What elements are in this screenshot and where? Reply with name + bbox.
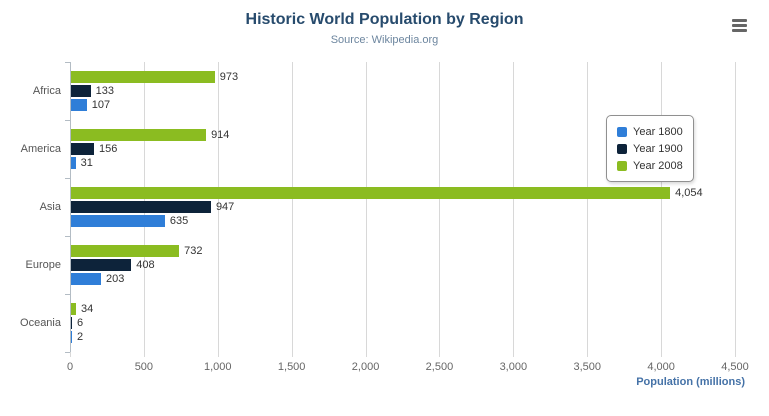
legend-item-label: Year 2008 (633, 159, 683, 172)
x-axis-tick-label: 1,000 (204, 361, 232, 373)
axis-tick (65, 120, 70, 121)
bar-value-label: 31 (80, 157, 93, 169)
legend-item[interactable]: Year 1800 (617, 123, 683, 140)
bar-value-label: 635 (169, 215, 189, 227)
bar-value-label: 408 (136, 259, 155, 271)
gridline (217, 62, 219, 357)
bar-value-label: 2 (77, 331, 84, 343)
gridline (661, 62, 663, 357)
x-axis-tick-label: 3,500 (573, 361, 601, 373)
hamburger-icon (729, 18, 749, 32)
category-label: Asia (39, 201, 61, 213)
gridline (735, 62, 736, 357)
gridline (587, 62, 589, 357)
x-axis-tick-label: 3,000 (499, 361, 528, 373)
category-label: America (20, 143, 61, 155)
bar[interactable] (71, 99, 87, 111)
legend: Year 1800 Year 1900 Year 2008 (606, 115, 694, 182)
plot-area: 0 500 1,000 1,500 2,000 2,500 3,000 3,500 4,000 4… (20, 62, 749, 373)
bar[interactable] (71, 273, 101, 285)
bar-value-label: 203 (105, 273, 125, 285)
bar-value-label: 156 (99, 143, 118, 155)
bar-value-label: 34 (81, 303, 94, 315)
axis-tick (65, 178, 70, 179)
x-axis-tick-label: 1,500 (277, 361, 306, 373)
gridline (439, 62, 441, 357)
bar[interactable] (71, 85, 91, 97)
bar-value-label: 107 (91, 99, 111, 111)
axis-tick (65, 62, 70, 63)
legend-item-label: Year 1900 (633, 142, 683, 155)
legend-swatch-icon (617, 126, 627, 137)
legend-swatch-icon (617, 160, 627, 171)
axis-tick (65, 236, 70, 237)
x-axis-tick-label: 2,000 (351, 361, 380, 373)
bar[interactable] (71, 303, 77, 315)
x-axis-tick-label: 4,000 (647, 361, 675, 373)
x-axis-tick-label: 0 (66, 361, 74, 373)
x-axis-title: Population (millions) (636, 376, 745, 388)
axis-tick (65, 352, 70, 353)
legend-item[interactable]: Year 2008 (617, 157, 683, 174)
legend-item[interactable]: Year 1900 (617, 140, 683, 157)
bar[interactable] (71, 331, 72, 343)
category-label: Europe (25, 259, 61, 271)
bar-value-label: 6 (77, 317, 84, 329)
legend-swatch-icon (617, 143, 627, 154)
x-axis-tick-label: 4,500 (721, 361, 749, 373)
category-label: Africa (32, 85, 61, 97)
bar[interactable] (71, 215, 165, 227)
gridline (513, 62, 515, 357)
bar[interactable] (71, 143, 95, 155)
export-menu-button[interactable] (727, 14, 751, 36)
axis-tick (65, 294, 70, 295)
bar[interactable] (71, 129, 207, 141)
legend-item-label: Year 1800 (633, 125, 683, 138)
bar-value-label: 133 (95, 85, 114, 97)
bar-value-label: 4,054 (675, 187, 703, 199)
bar[interactable] (71, 71, 215, 83)
bar[interactable] (71, 201, 211, 213)
gridline (365, 62, 367, 357)
bar[interactable] (71, 157, 76, 169)
bar-value-label: 914 (211, 129, 230, 141)
chart-subtitle: Source: Wikipedia.org (330, 34, 439, 46)
chart-title: Historic World Population by Region (245, 11, 524, 28)
bar[interactable] (71, 317, 72, 329)
bar-value-label: 973 (219, 71, 239, 83)
category-label: Oceania (20, 317, 61, 329)
bar[interactable] (71, 245, 180, 257)
gridline (291, 62, 293, 357)
bar-value-label: 732 (184, 245, 203, 257)
x-axis-tick-label: 2,500 (425, 361, 454, 373)
bar[interactable] (71, 259, 132, 271)
y-axis-line (70, 62, 71, 352)
bar[interactable] (71, 187, 671, 199)
bar-value-label: 947 (215, 201, 235, 213)
x-axis-tick-label: 500 (134, 361, 154, 373)
